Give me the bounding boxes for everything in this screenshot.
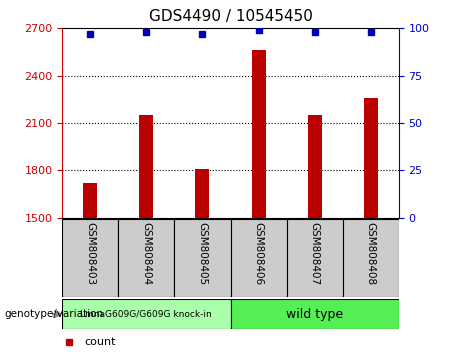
Text: GSM808408: GSM808408 xyxy=(366,222,376,285)
Bar xyxy=(174,219,230,297)
Bar xyxy=(343,219,399,297)
Bar xyxy=(364,98,378,218)
Bar xyxy=(230,299,399,329)
Bar xyxy=(118,219,174,297)
Bar xyxy=(307,115,322,218)
Title: GDS4490 / 10545450: GDS4490 / 10545450 xyxy=(148,9,313,24)
Bar xyxy=(62,299,230,329)
Bar xyxy=(230,219,287,297)
Text: GSM808403: GSM808403 xyxy=(85,222,95,285)
Text: wild type: wild type xyxy=(286,308,343,321)
Text: LmnaG609G/G609G knock-in: LmnaG609G/G609G knock-in xyxy=(81,310,212,319)
Bar xyxy=(139,115,154,218)
Bar xyxy=(83,183,97,218)
Bar xyxy=(195,169,209,218)
Text: GSM808407: GSM808407 xyxy=(310,222,319,285)
Text: GSM808404: GSM808404 xyxy=(142,222,151,285)
Bar xyxy=(62,219,118,297)
Text: GSM808406: GSM808406 xyxy=(254,222,264,285)
Text: GSM808405: GSM808405 xyxy=(197,222,207,285)
Bar xyxy=(287,219,343,297)
Text: count: count xyxy=(84,337,116,347)
Bar xyxy=(252,50,266,218)
Text: genotype/variation: genotype/variation xyxy=(5,309,104,319)
